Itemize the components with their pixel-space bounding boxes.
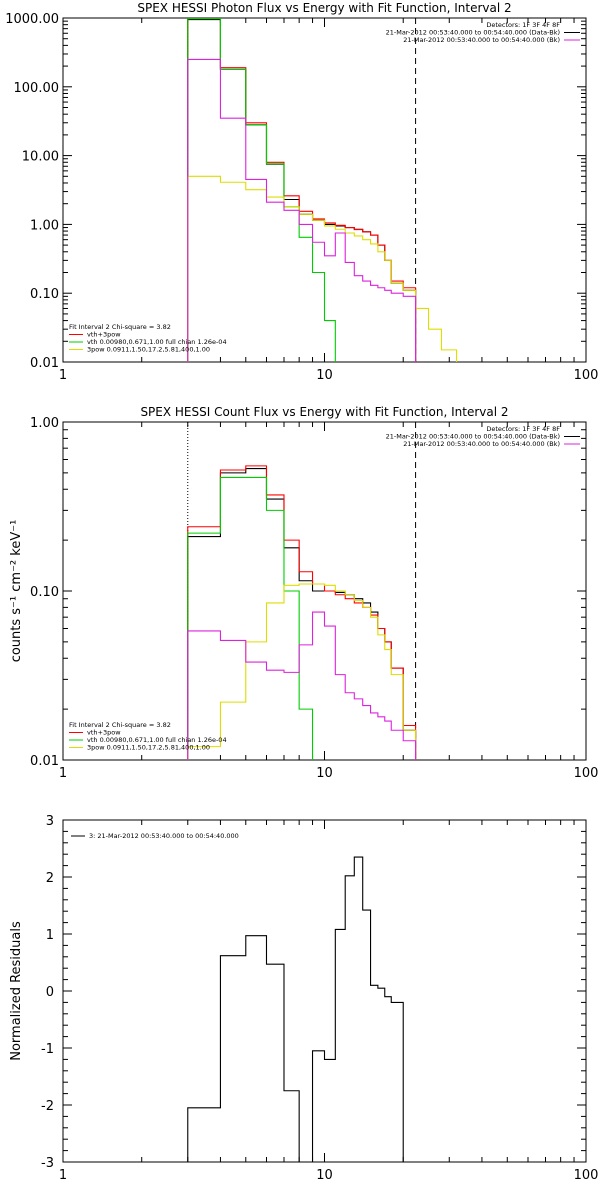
photon-series-group	[187, 18, 458, 362]
photon-fit-legend-text: vth+3pow	[87, 331, 121, 339]
photon-panel	[62, 17, 587, 363]
photon-xtick-label: 100	[574, 368, 599, 383]
count-top-legend-text: 21-Mar-2012 00:53:40.000 to 00:54:40.000…	[403, 440, 560, 448]
count-series-group	[187, 465, 417, 760]
count-series-trace-0	[187, 468, 417, 760]
residuals-legend-text: 3: 21-Mar-2012 00:53:40.000 to 00:54:40.…	[89, 832, 239, 840]
count-title: SPEX HESSI Count Flux vs Energy with Fit…	[140, 405, 508, 419]
residuals-ytick-label: -2	[41, 1099, 54, 1114]
count-fit-legend-text: 3pow 0.0911,1.50,17.2,5.81,400,1.00	[87, 744, 210, 752]
photon-ytick-label: 10.00	[22, 150, 59, 165]
residuals-ylabel: Normalized Residuals	[9, 921, 24, 1061]
residuals-ytick-label: 3	[46, 814, 54, 829]
count-xtick-label: 10	[316, 766, 333, 781]
photon-series-trace-0	[187, 18, 417, 362]
count-fit-legend-text: vth+3pow	[87, 729, 121, 737]
residuals-ytick-label: 2	[46, 871, 54, 886]
photon-series-vth	[187, 18, 336, 362]
photon-xtick-label: 1	[59, 368, 67, 383]
residuals-ytick-label: -1	[41, 1042, 54, 1057]
photon-ytick-label: 100.00	[14, 81, 60, 96]
photon-title: SPEX HESSI Photon Flux vs Energy with Fi…	[137, 1, 511, 15]
count-top-legend-text: Detectors: 1F 3F 4F 8F	[486, 425, 560, 433]
count-series-vth+3pow	[187, 465, 417, 760]
photon-ytick-label: 1000.00	[5, 12, 59, 27]
residuals-xtick-label: 100	[574, 1168, 599, 1183]
residuals-xtick-label: 1	[59, 1168, 67, 1183]
count-ytick-label: 0.10	[30, 585, 59, 600]
photon-ytick-label: 1.00	[30, 218, 59, 233]
count-series-vth	[187, 476, 314, 760]
residuals-xtick-label: 10	[316, 1168, 333, 1183]
count-series-3pow	[187, 583, 417, 760]
residuals-frame	[62, 819, 587, 1163]
count-xtick-label: 100	[574, 766, 599, 781]
count-ylabel: counts s⁻¹ cm⁻² keV⁻¹	[9, 520, 24, 663]
photon-fit-legend-text: 3pow 0.0911,1.50,17.2,5.81,400,1.00	[87, 346, 210, 354]
photon-xtick-label: 10	[316, 368, 333, 383]
residuals-ytick-label: 0	[46, 985, 54, 1000]
residuals-ytick-label: -3	[41, 1156, 54, 1171]
photon-top-legend-text: Detectors: 1F 3F 4F 8F	[486, 21, 560, 29]
photon-series-vth+3pow	[187, 18, 417, 362]
count-fit-legend-text: vth 0.00980,0.671,1.00 full chian 1.26e-…	[87, 736, 227, 744]
count-ytick-label: 0.01	[30, 754, 59, 769]
photon-top-legend-text: 21-Mar-2012 00:53:40.000 to 00:54:40.000…	[386, 29, 560, 37]
count-ytick-label: 1.00	[30, 416, 59, 431]
residuals-ytick-label: 1	[46, 928, 54, 943]
photon-series-trace-4	[187, 58, 417, 362]
residuals-series-trace-0	[187, 856, 404, 1162]
count-panel	[62, 421, 587, 761]
count-xtick-label: 1	[59, 766, 67, 781]
photon-fit-legend-text: vth 0.00980,0.671,1.00 full chian 1.26e-…	[87, 338, 227, 346]
photon-ytick-label: 0.01	[30, 356, 59, 371]
photon-fit-legend-text: Fit Interval 2 Chi-square = 3.82	[69, 323, 171, 331]
photon-series-3pow	[187, 175, 458, 362]
count-top-legend-text: 21-Mar-2012 00:53:40.000 to 00:54:40.000…	[386, 433, 560, 441]
photon-top-legend-text: 21-Mar-2012 00:53:40.000 to 00:54:40.000…	[403, 36, 560, 44]
residuals-series-group	[187, 856, 404, 1162]
residuals-panel	[62, 819, 587, 1163]
count-series-trace-4	[187, 611, 417, 760]
count-fit-legend-text: Fit Interval 2 Chi-square = 3.82	[69, 721, 171, 729]
photon-ytick-label: 0.10	[30, 287, 59, 302]
